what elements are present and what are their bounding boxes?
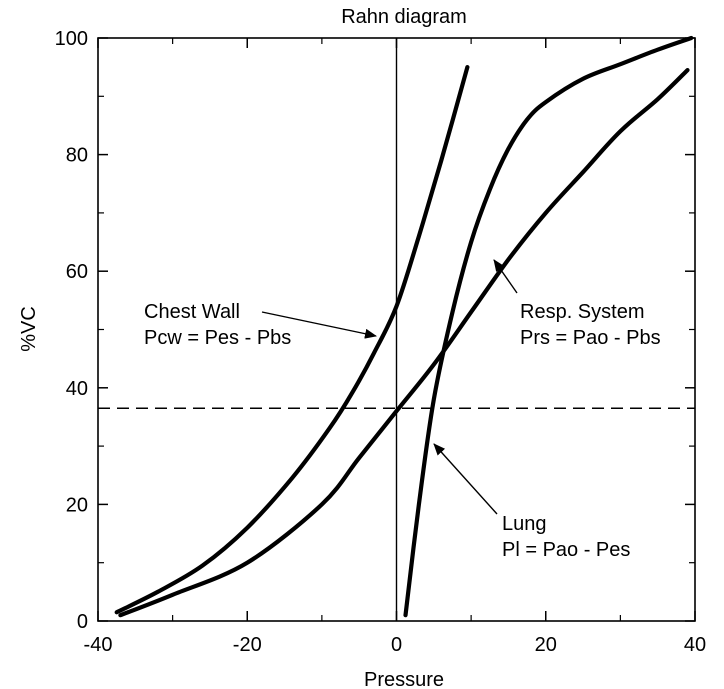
x-tick-label: 40: [684, 634, 706, 656]
y-tick-label: 0: [77, 611, 88, 633]
annotation-arrow-resp_system: [493, 259, 518, 294]
annotation-chest_wall-line-2: Pcw = Pes - Pbs: [144, 327, 291, 349]
x-tick-label: 0: [391, 634, 402, 656]
y-tick-label: 100: [55, 28, 88, 50]
annotation-lung-line-2: Pl = Pao - Pes: [502, 539, 630, 561]
y-tick-label: 40: [66, 378, 88, 400]
annotation-chest_wall-line-1: Chest Wall: [144, 301, 240, 323]
x-tick-label: 20: [535, 634, 557, 656]
annotation-resp_system-line-2: Prs = Pao - Pbs: [520, 327, 661, 349]
annotation-lung-line-1: Lung: [502, 513, 547, 535]
annotation-resp_system-line-1: Resp. System: [520, 301, 644, 323]
x-tick-label: -40: [84, 634, 113, 656]
chart-title: Rahn diagram: [341, 6, 467, 28]
chart-text: Rahn diagram Pressure %VC: [18, 6, 467, 689]
y-tick-label: 60: [66, 261, 88, 283]
y-axis-label: %VC: [18, 306, 40, 352]
annotation-arrow-lung: [433, 443, 498, 515]
x-axis-label: Pressure: [364, 669, 444, 689]
x-tick-label: -20: [233, 634, 262, 656]
annotations: Chest Wall Pcw = Pes - Pbs Resp. System Prs…: [144, 259, 661, 561]
plot-area: [98, 35, 695, 621]
annotation-arrow-chest_wall: [261, 311, 377, 339]
series-line-chest_wall: [114, 65, 470, 615]
axes: -40 -20 0 20 40 0 20 40 60 80 100: [55, 28, 707, 656]
series-line-lung: [403, 35, 694, 618]
y-tick-label: 80: [66, 145, 88, 167]
y-tick-label: 20: [66, 494, 88, 516]
